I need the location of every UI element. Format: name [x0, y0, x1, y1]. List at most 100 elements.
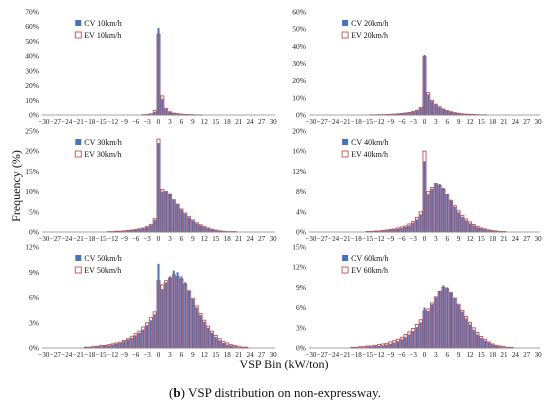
y-tick-label: 30% [25, 66, 39, 75]
cv-bar [195, 307, 198, 348]
x-tick-label: −9 [387, 118, 395, 126]
cv-bar [119, 342, 122, 348]
x-tick-label: 12 [201, 118, 209, 126]
cv-bar [461, 311, 464, 348]
cv-bar [84, 347, 87, 348]
y-tick-label: 9% [29, 268, 39, 277]
legend-ev-swatch [341, 31, 349, 39]
cv-bar [419, 108, 422, 115]
cv-bar [415, 219, 418, 233]
cv-bar [203, 321, 206, 348]
cv-bar [172, 199, 175, 232]
cv-bar [495, 345, 498, 348]
cv-bar [191, 299, 194, 348]
legend-cv-label: CV 30km/h [84, 138, 121, 147]
x-tick-label: −15 [96, 351, 107, 359]
cv-bar [172, 113, 175, 115]
cv-bar [126, 339, 129, 348]
chart-panel-2: 0%10%20%30%40%50%60%−30 −27 −24 −21 −18 −15 −1… [292, 8, 542, 127]
cv-bar [431, 189, 434, 232]
x-tick-label: −12 [374, 351, 385, 359]
cv-bar [210, 229, 213, 232]
y-tick-label: 50% [292, 25, 306, 34]
x-tick-label: 3 [434, 118, 438, 126]
x-tick-label: −3 [143, 118, 151, 126]
y-tick-label: 12% [292, 263, 306, 272]
cv-bar [408, 334, 411, 348]
cv-bar [126, 230, 129, 232]
x-tick-label: 27 [258, 351, 266, 359]
x-tick-label: 24 [512, 235, 520, 243]
x-tick-label: 12 [466, 351, 474, 359]
legend-cv-swatch [342, 139, 349, 145]
x-tick-label: 12 [466, 235, 474, 243]
cv-bar [176, 204, 179, 232]
legend-cv-swatch [75, 139, 82, 145]
cv-bar [184, 213, 187, 232]
x-tick-label: −24 [61, 235, 72, 243]
x-tick-label: −18 [351, 118, 362, 126]
cv-bar [412, 222, 415, 232]
cv-bar [434, 184, 437, 232]
legend-cv-swatch [342, 255, 349, 261]
cv-bar [207, 327, 210, 348]
cv-bar [499, 346, 502, 348]
legend-ev-label: EV 20km/h [351, 31, 388, 40]
x-tick-label: 6 [180, 351, 184, 359]
x-tick-label: −15 [362, 351, 373, 359]
y-tick-label: 0% [29, 111, 39, 120]
x-tick-label: 30 [270, 351, 278, 359]
x-tick-label: 6 [445, 351, 449, 359]
cv-bar [218, 230, 221, 232]
cv-bar [397, 341, 399, 348]
cv-bar [149, 320, 152, 348]
cv-bar [161, 289, 164, 348]
y-tick-label: 60% [25, 22, 39, 31]
cv-bar [172, 270, 175, 348]
cv-bar [400, 227, 403, 232]
cv-bar [104, 345, 107, 348]
cv-bar [134, 335, 137, 349]
cv-bar [438, 290, 441, 348]
cv-bar [146, 227, 149, 232]
x-tick-label: 12 [201, 235, 209, 243]
x-tick-label: 24 [512, 118, 520, 126]
cv-bar [218, 340, 221, 348]
x-tick-label: 15 [212, 235, 220, 243]
cv-bar [465, 220, 468, 232]
x-tick-label: −3 [409, 118, 417, 126]
x-tick-label: 0 [423, 351, 427, 359]
x-tick-label: 24 [247, 351, 255, 359]
x-tick-label: −27 [50, 118, 61, 126]
x-tick-label: 27 [523, 118, 531, 126]
y-tick-label: 8% [296, 187, 306, 196]
cv-bar [438, 107, 441, 115]
x-tick-label: −21 [73, 235, 84, 243]
y-tick-label: 3% [29, 318, 39, 327]
cv-bar [119, 231, 122, 232]
x-tick-label: −27 [50, 235, 61, 243]
cv-bar [446, 110, 449, 115]
cv-bar [476, 334, 479, 348]
legend-ev-label: EV 10km/h [84, 31, 121, 40]
cv-bar [450, 292, 452, 348]
y-tick-label: 4% [296, 207, 306, 216]
x-tick-label: 27 [523, 351, 531, 359]
x-tick-label: 6 [445, 235, 449, 243]
x-tick-label: 0 [423, 235, 427, 243]
cv-bar [88, 347, 91, 348]
cv-bar [226, 344, 229, 348]
x-tick-label: −30 [305, 118, 316, 126]
x-tick-label: −30 [38, 118, 49, 126]
cv-bar [487, 230, 490, 232]
x-tick-label: 6 [445, 118, 449, 126]
x-tick-label: 18 [224, 351, 232, 359]
cv-bar [111, 344, 114, 348]
cv-bar [233, 346, 236, 348]
cv-bar [461, 113, 464, 115]
y-tick-label: 0% [296, 228, 306, 237]
x-tick-label: −9 [387, 235, 395, 243]
cv-bar [214, 230, 217, 232]
cv-bar [457, 212, 460, 232]
cv-bar [138, 332, 141, 348]
